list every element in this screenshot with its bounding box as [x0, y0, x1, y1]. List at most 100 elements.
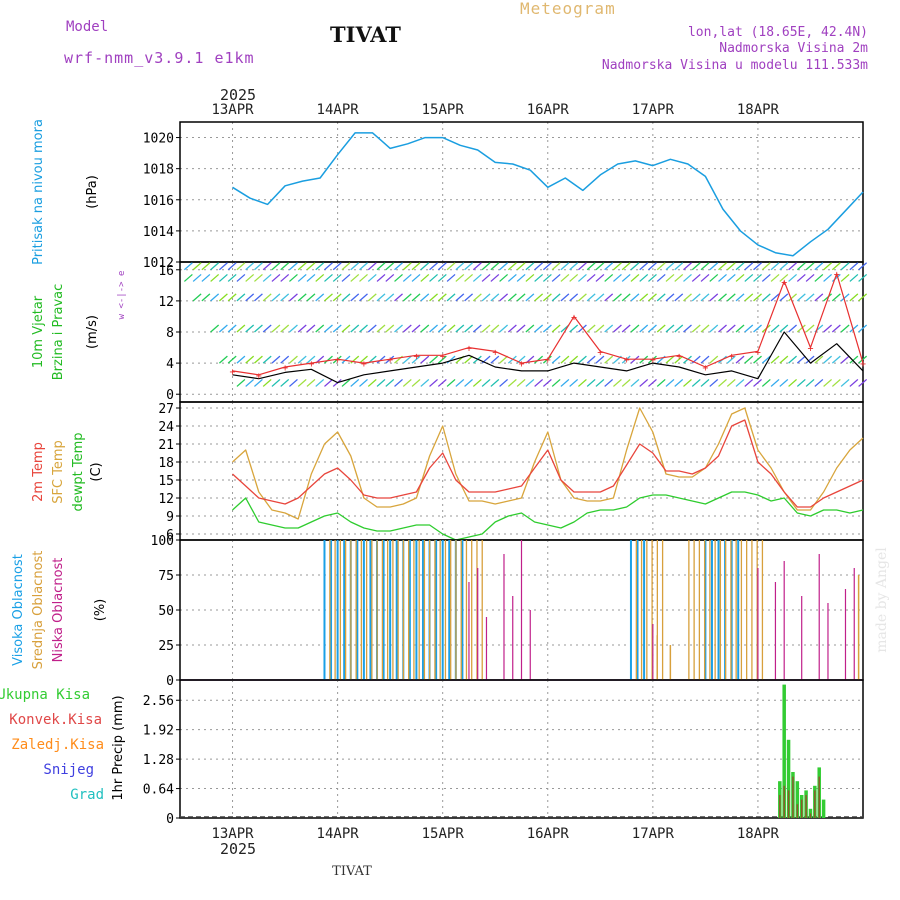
wind-barb	[595, 378, 605, 387]
wind-barb	[735, 324, 745, 333]
wind-barb	[604, 262, 614, 271]
wind-barb	[542, 273, 552, 282]
wind-barb	[446, 293, 456, 302]
wind-barb	[849, 262, 859, 271]
wind-barb	[332, 273, 342, 282]
wind-barb	[280, 262, 290, 271]
wind-barb	[779, 273, 789, 282]
wind-barb	[297, 273, 307, 282]
wind-barb	[481, 378, 491, 387]
wind-barb	[718, 262, 727, 271]
wind-barb	[709, 262, 719, 271]
wind-barb	[674, 262, 684, 271]
wind-barb	[367, 262, 377, 271]
wind-barb	[595, 262, 605, 271]
y-tick-label: 15	[158, 474, 174, 489]
wind-barb	[534, 355, 544, 364]
wind-barb	[499, 355, 509, 364]
panel-frame	[179, 679, 864, 819]
wind-barb	[341, 262, 351, 271]
wind-barb	[814, 378, 824, 387]
wind-barb	[577, 355, 587, 364]
wind-barb	[709, 293, 719, 302]
wind-barb	[656, 262, 666, 271]
wind-barb	[744, 324, 754, 333]
wind-barb	[324, 273, 333, 282]
wind-barb	[779, 293, 789, 302]
wind-barb	[577, 273, 587, 282]
wind-barb	[359, 262, 368, 271]
wind-barb	[236, 262, 246, 271]
wind-barb	[420, 293, 430, 302]
wind-barb	[753, 273, 762, 282]
precip-convective-bar	[809, 813, 812, 818]
wind-barb	[385, 262, 395, 271]
wind-barb	[674, 273, 684, 282]
wind-barb	[542, 324, 552, 333]
wind-barb	[306, 293, 316, 302]
wind-barb	[700, 355, 710, 364]
wind-barb	[385, 378, 395, 387]
wind-barb	[586, 355, 596, 364]
wind-barb	[840, 324, 850, 333]
gust-marker: +	[781, 277, 787, 288]
wind-barb	[779, 355, 789, 364]
wind-barb	[376, 262, 386, 271]
wind-barb	[402, 378, 412, 387]
wind-barb	[507, 324, 517, 333]
gust-marker: +	[230, 367, 236, 378]
wind-barb	[683, 324, 692, 333]
wind-barb	[648, 293, 657, 302]
wind-barb	[630, 324, 640, 333]
gust-marker: +	[361, 359, 367, 370]
y-tick-label: 0.64	[143, 783, 174, 798]
wind-barb	[595, 273, 605, 282]
wind-barb	[315, 378, 325, 387]
wind-barb	[193, 379, 201, 386]
wind-barb	[499, 293, 509, 302]
precip-convective-bar	[787, 790, 790, 818]
wind-barb	[446, 273, 456, 282]
wind-barb	[202, 325, 210, 332]
time-label-top: 18APR	[737, 102, 780, 118]
wind-barb	[849, 378, 859, 387]
pressure-label: Pritisak na nivou mora	[31, 119, 46, 265]
precip-total-bar	[786, 739, 791, 818]
wind-barb	[446, 324, 456, 333]
wind-barb	[245, 273, 255, 282]
wind-barb	[245, 355, 255, 364]
y-tick-label: 1020	[143, 132, 174, 147]
panel-frame	[179, 401, 864, 541]
wind-barb	[560, 355, 570, 364]
wind-barb	[595, 355, 605, 364]
gust-marker: +	[282, 363, 288, 374]
wind-barb	[402, 293, 412, 302]
wind-barb	[218, 262, 228, 271]
wind-barb	[499, 273, 509, 282]
wind-barb	[700, 262, 710, 271]
wind-barb	[227, 262, 237, 271]
wind-barb	[630, 273, 640, 282]
wind-barb	[656, 273, 666, 282]
precip-unit: 1hr Precip (mm)	[111, 695, 126, 800]
cloud-mid-label: Srednja Oblacnost	[31, 551, 46, 670]
wind-barb	[525, 324, 535, 333]
wind-barb	[674, 293, 684, 302]
pressure-unit: (hPa)	[85, 175, 100, 209]
dewpoint-line	[232, 491, 864, 541]
wind-barb	[411, 262, 421, 271]
gust-marker: +	[519, 359, 525, 370]
wind-barb	[586, 273, 596, 282]
wind-barb	[218, 273, 228, 282]
wind-barb	[770, 273, 780, 282]
wind-barb	[271, 378, 281, 387]
year-label-top: 2025	[220, 86, 256, 104]
wind-barb	[192, 273, 202, 282]
wind-barb	[315, 324, 325, 333]
wind-barb	[849, 273, 859, 282]
wind-barb	[700, 273, 710, 282]
wind-barb	[586, 293, 596, 302]
wind-barb	[823, 262, 833, 271]
wind-barb	[858, 293, 868, 302]
sfc-temp-label: SFC Temp	[51, 440, 66, 504]
